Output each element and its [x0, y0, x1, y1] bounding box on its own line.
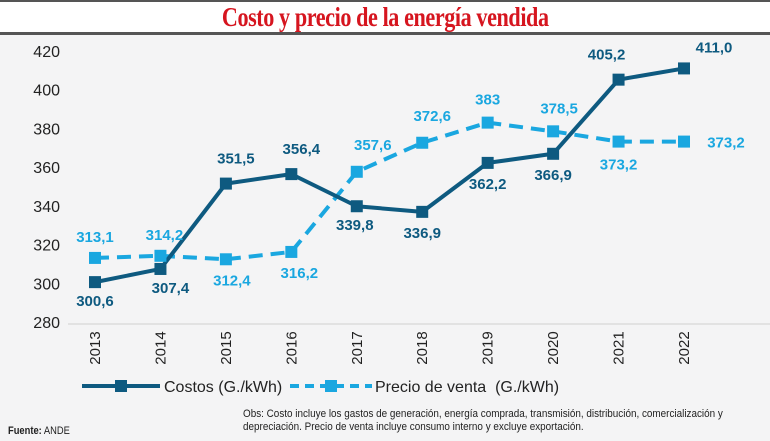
- data-labels: 300,6 307,4 351,5 356,4 339,8 336,9 362,2 366,9…: [76, 39, 745, 310]
- costos-marker: [416, 205, 429, 218]
- costos-marker: [89, 276, 101, 289]
- x-tick-label: 2015: [218, 331, 235, 364]
- costos-data-label: 351,5: [217, 151, 255, 168]
- y-axis: 280 300 320 340 360 380 400 420: [33, 44, 60, 332]
- costos-marker: [219, 177, 232, 190]
- x-tick-label: 2019: [480, 331, 497, 364]
- x-axis: 2013 2014 2015 2016 2017 2018 2019 2020 2021 2022: [87, 331, 693, 364]
- y-tick-label: 320: [33, 238, 60, 255]
- y-tick-label: 300: [33, 276, 60, 293]
- precio-data-label: 312,4: [213, 272, 251, 289]
- costos-marker: [154, 262, 167, 275]
- precio-marker: [154, 249, 167, 262]
- costos-data-label: 307,4: [152, 280, 190, 297]
- precio-data-label: 383: [475, 92, 500, 109]
- precio-data-label: 373,2: [707, 135, 745, 152]
- costos-marker: [285, 168, 298, 181]
- series-markers: [89, 62, 690, 289]
- precio-data-label: 313,1: [76, 229, 114, 246]
- costos-marker: [678, 62, 690, 75]
- legend-precio-marker: [325, 380, 337, 392]
- precio-data-label: 357,6: [354, 137, 392, 154]
- costos-data-label: 336,9: [403, 225, 441, 242]
- y-tick-label: 360: [33, 160, 60, 177]
- costos-data-label: 362,2: [469, 176, 507, 193]
- costos-data-label: 405,2: [588, 47, 626, 64]
- legend: Costos (G./kWh) Precio de venta (G./kWh): [82, 379, 559, 396]
- precio-line: [94, 120, 684, 262]
- source-label: Fuente:: [8, 425, 42, 437]
- legend-costos-marker: [115, 380, 127, 392]
- precio-marker: [678, 135, 690, 148]
- footnote: Obs: Costo incluye los gastos de generac…: [243, 408, 723, 433]
- precio-data-label: 372,6: [413, 108, 451, 125]
- y-tick-label: 340: [33, 199, 60, 216]
- precio-marker: [219, 253, 232, 266]
- precio-marker: [481, 116, 494, 129]
- precio-data-label: 378,5: [540, 100, 578, 117]
- source: Fuente: ANDE: [8, 425, 70, 437]
- precio-data-label: 316,2: [281, 265, 319, 282]
- x-tick-label: 2014: [152, 331, 169, 364]
- chart-title: Costo y precio de la energía vendida: [221, 2, 549, 32]
- x-tick-label: 2017: [349, 331, 366, 364]
- precio-marker: [89, 251, 101, 264]
- legend-costos-label: Costos (G./kWh): [164, 379, 282, 396]
- costos-marker: [350, 200, 363, 213]
- top-rule: [0, 0, 770, 2]
- precio-data-label: 314,2: [146, 227, 184, 244]
- costos-data-label: 339,8: [336, 217, 374, 234]
- title-bar: Costo y precio de la energía vendida: [0, 2, 770, 35]
- precio-marker: [547, 125, 560, 138]
- x-tick-label: 2022: [676, 331, 693, 364]
- costos-marker: [612, 73, 625, 86]
- costos-data-label: 411,0: [696, 39, 733, 56]
- precio-marker: [416, 136, 429, 149]
- y-tick-label: 420: [33, 44, 60, 61]
- x-tick-label: 2020: [545, 331, 562, 364]
- costos-marker: [481, 156, 494, 169]
- precio-marker: [612, 135, 625, 148]
- costos-data-label: 366,9: [534, 167, 572, 184]
- y-tick-label: 380: [33, 121, 60, 138]
- precio-marker: [350, 165, 363, 178]
- x-tick-label: 2013: [87, 331, 104, 364]
- source-value: ANDE: [43, 425, 70, 437]
- y-tick-label: 400: [33, 83, 60, 100]
- x-tick-label: 2016: [283, 331, 300, 364]
- costos-line: [94, 66, 685, 285]
- x-tick-label: 2018: [414, 331, 431, 364]
- precio-data-label: 373,2: [600, 157, 638, 174]
- precio-marker: [285, 245, 298, 258]
- legend-precio-label: Precio de venta (G./kWh): [375, 379, 559, 396]
- x-tick-label: 2021: [611, 331, 628, 364]
- series-lines: [94, 66, 685, 285]
- costos-data-label: 300,6: [76, 293, 114, 310]
- costos-data-label: 356,4: [283, 141, 321, 158]
- y-tick-label: 280: [33, 315, 60, 332]
- costos-marker: [547, 147, 560, 160]
